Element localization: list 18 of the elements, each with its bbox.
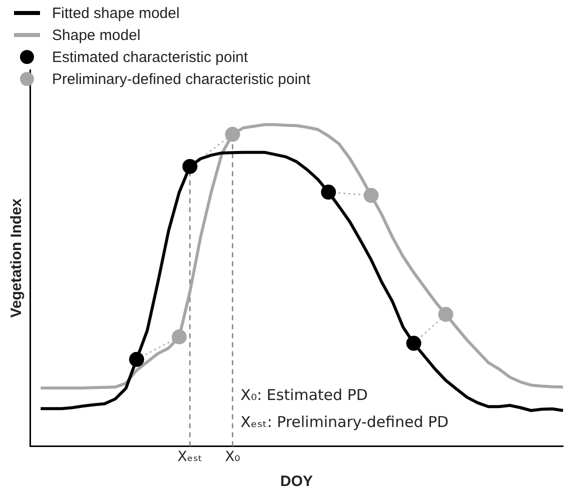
point [129, 352, 144, 367]
legend-label: Estimated characteristic point [52, 48, 248, 66]
point [225, 126, 240, 142]
legend-label: Preliminary-defined characteristic point [52, 70, 310, 88]
point [320, 184, 336, 200]
point [406, 336, 422, 351]
annotation: Xₑₛₜ: Preliminary-defined PD [240, 413, 449, 432]
legend-label: Shape model [52, 26, 140, 44]
x-axis-title: DOY [280, 473, 313, 490]
point [438, 306, 454, 322]
point [364, 188, 379, 203]
point [172, 329, 187, 344]
annotation: X₀: Estimated PD [240, 386, 368, 404]
y-axis-title: Vegetation Index [8, 198, 26, 318]
legend-label: Fitted shape model [52, 4, 180, 22]
x-tick-label: X₀ [224, 449, 241, 466]
point [182, 158, 198, 174]
x-tick-label: Xₑₛₜ [178, 449, 202, 466]
